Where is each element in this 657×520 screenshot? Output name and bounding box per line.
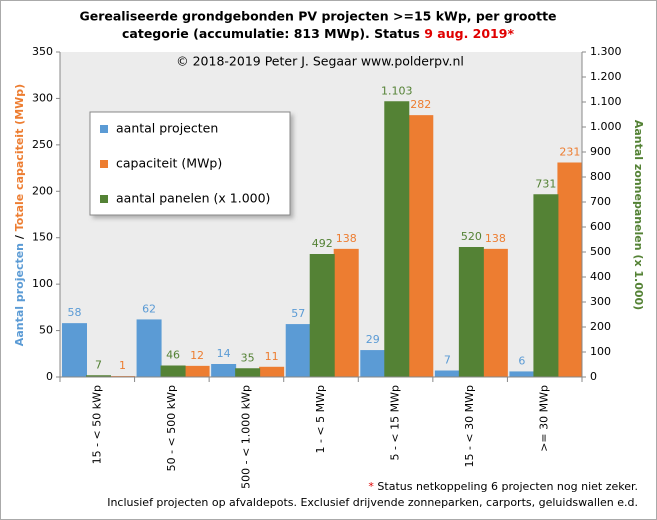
bar <box>160 365 186 377</box>
y-label-part: Totale capaciteit (MWp) <box>13 84 26 231</box>
x-tick-label: 1 - < 5 MWp <box>314 385 327 454</box>
legend-swatch <box>100 195 108 203</box>
bar <box>360 350 386 377</box>
bar <box>557 162 583 377</box>
bar <box>309 254 335 377</box>
data-label: 29 <box>366 333 380 346</box>
legend-label: aantal projecten <box>116 121 218 136</box>
footnote-marker: * <box>368 480 374 493</box>
data-label: 62 <box>142 302 156 315</box>
data-label: 46 <box>166 349 180 362</box>
data-label: 7 <box>95 358 102 371</box>
y2-tick-label: 1.100 <box>590 95 622 108</box>
bar <box>333 248 359 377</box>
y2-tick-label: 1.200 <box>590 70 622 83</box>
data-label: 1 <box>119 359 126 372</box>
bar <box>235 368 261 377</box>
bar <box>408 115 434 378</box>
data-label: 12 <box>190 349 204 362</box>
chart-title: Gerealiseerde grondgebonden PV projecten… <box>79 9 556 24</box>
y2-tick-label: 600 <box>590 220 611 233</box>
x-tick-label: 500 - < 1.000 kWp <box>239 385 252 489</box>
y-tick-label: 300 <box>32 91 53 104</box>
bar <box>211 364 237 377</box>
bar <box>136 319 162 377</box>
data-label: 138 <box>485 232 506 245</box>
y2-tick-label: 500 <box>590 245 611 258</box>
bar <box>458 247 484 377</box>
bar <box>62 323 87 377</box>
legend-swatch <box>100 160 108 168</box>
subtitle: © 2018-2019 Peter J. Segaar www.polderpv… <box>176 54 464 69</box>
y2-tick-label: 700 <box>590 195 611 208</box>
chart-title: categorie (accumulatie: 813 MWp). Status… <box>122 26 514 41</box>
data-label: 520 <box>461 230 482 243</box>
footnote-text: Status netkoppeling 6 projecten nog niet… <box>374 480 638 493</box>
x-tick-label: >= 30 MWp <box>538 385 551 452</box>
data-label: 231 <box>559 146 580 159</box>
x-tick-label: 5 - < 15 MWp <box>389 385 402 461</box>
y-label-part: Aantal projecten <box>13 243 26 346</box>
data-label: 282 <box>410 98 431 111</box>
y-axis-label: Aantal projecten / Totale capaciteit (MW… <box>13 84 26 346</box>
data-label: 14 <box>217 347 231 360</box>
y2-tick-label: 200 <box>590 320 611 333</box>
x-tick-label: 15 - < 30 MWp <box>463 385 476 468</box>
data-label: 7 <box>444 354 451 367</box>
bar <box>259 366 285 377</box>
y2-tick-label: 300 <box>590 295 611 308</box>
title-highlight: 9 aug. 2019* <box>424 26 514 41</box>
data-label: 35 <box>241 351 255 364</box>
x-tick-label: 50 - < 500 kWp <box>165 385 178 471</box>
y2-tick-label: 800 <box>590 170 611 183</box>
data-label: 11 <box>265 350 279 363</box>
y-tick-label: 150 <box>32 231 53 244</box>
y2-tick-label: 100 <box>590 345 611 358</box>
bar <box>509 371 535 377</box>
legend-label: capaciteit (MWp) <box>116 156 222 171</box>
legend-label: aantal panelen (x 1.000) <box>116 191 270 206</box>
bar <box>285 324 311 377</box>
bar <box>533 194 559 377</box>
y-tick-label: 350 <box>32 45 53 58</box>
y-tick-label: 200 <box>32 184 53 197</box>
y-tick-label: 0 <box>46 370 53 383</box>
y-tick-label: 50 <box>39 324 53 337</box>
data-label: 57 <box>291 307 305 320</box>
y2-tick-label: 1.000 <box>590 120 622 133</box>
y-tick-label: 100 <box>32 277 53 290</box>
data-label: 6 <box>518 354 525 367</box>
legend-swatch <box>100 125 108 133</box>
y2-tick-label: 0 <box>590 370 597 383</box>
data-label: 58 <box>68 306 82 319</box>
y2-axis-label: Aantal zonnepanelen (x 1.000) <box>632 120 645 310</box>
bar <box>184 365 210 377</box>
bar <box>482 248 508 377</box>
legend-box <box>89 111 291 216</box>
x-tick-label: 15 - < 50 kWp <box>90 385 103 464</box>
footnote: * Status netkoppeling 6 projecten nog ni… <box>368 480 638 493</box>
data-label: 731 <box>535 177 556 190</box>
y-label-separator: / <box>13 231 26 243</box>
title-text: categorie (accumulatie: 813 MWp). Status <box>122 26 424 41</box>
bar <box>384 101 410 377</box>
data-label: 138 <box>336 232 357 245</box>
y2-tick-label: 400 <box>590 270 611 283</box>
footnote: Inclusief projecten op afvaldepots. Excl… <box>107 496 638 509</box>
y2-tick-label: 1.300 <box>590 45 622 58</box>
y2-tick-label: 900 <box>590 145 611 158</box>
y-tick-label: 250 <box>32 138 53 151</box>
bar <box>434 370 460 377</box>
bar <box>86 375 111 377</box>
data-label: 1.103 <box>381 84 413 97</box>
data-label: 492 <box>312 237 333 250</box>
